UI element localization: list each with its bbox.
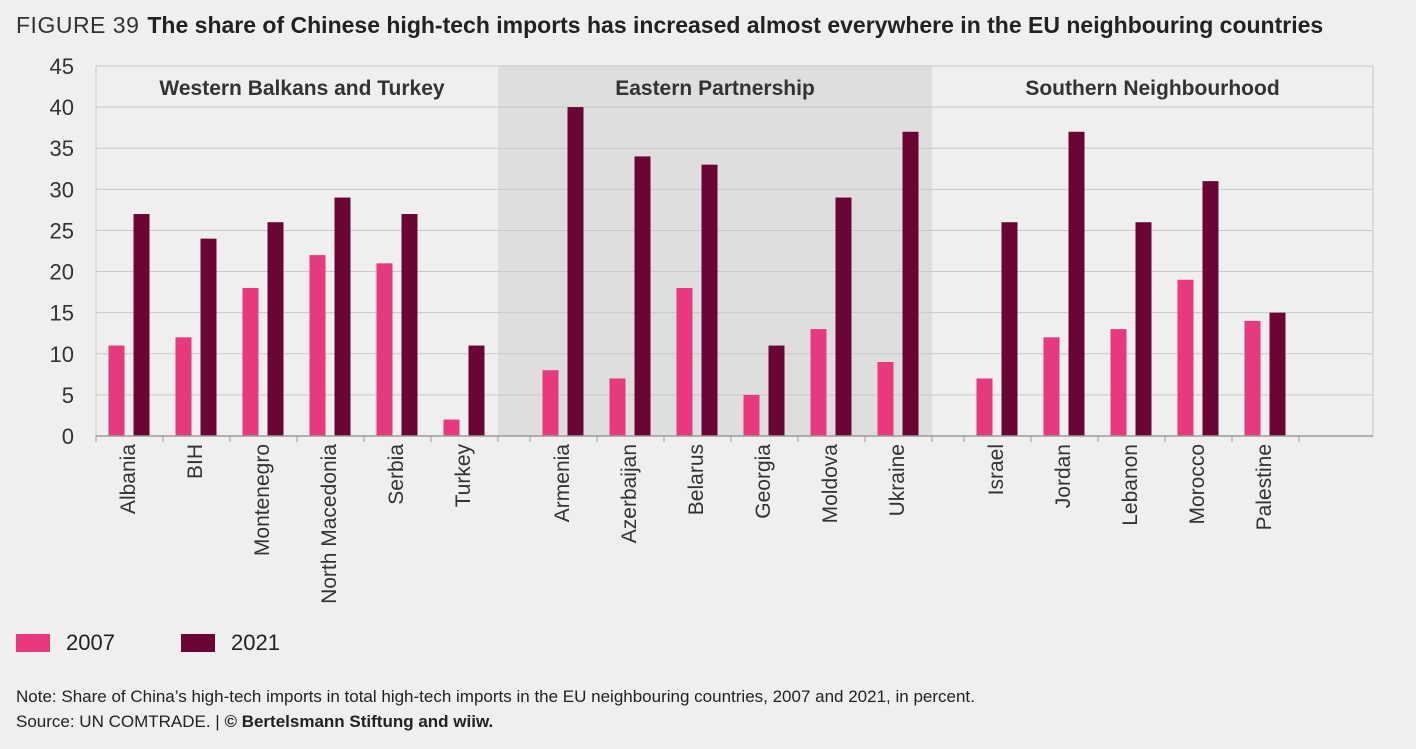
group-label: Eastern Partnership	[615, 77, 815, 100]
bar-2021-north-macedonia	[334, 197, 351, 436]
source-text: Source: UN COMTRADE. |	[16, 712, 225, 731]
bar-2007-belarus	[676, 288, 693, 436]
x-category-label: Lebanon	[1119, 444, 1142, 526]
bar-2021-azerbaijan	[634, 156, 651, 436]
source-line: Source: UN COMTRADE. | © Bertelsmann Sti…	[16, 709, 975, 734]
bar-2007-israel	[976, 378, 993, 436]
bar-2021-georgia	[768, 345, 785, 436]
bars	[108, 107, 1286, 436]
bar-2021-ukraine	[902, 131, 919, 436]
bar-2021-lebanon	[1135, 222, 1152, 436]
group-label: Western Balkans and Turkey	[159, 77, 444, 100]
chart-title: FIGURE 39 The share of Chinese high-tech …	[16, 12, 1406, 39]
legend-label-2007: 2007	[66, 630, 115, 655]
bar-2021-moldova	[835, 197, 852, 436]
bar-2021-turkey	[468, 345, 485, 436]
x-category-label: BIH	[184, 444, 207, 479]
y-tick-label: 35	[50, 136, 74, 161]
y-tick-label: 10	[50, 342, 74, 367]
gridlines	[96, 65, 1373, 437]
legend-label-2021: 2021	[231, 630, 280, 655]
y-tick-label: 40	[50, 95, 74, 120]
figure-label: FIGURE 39	[16, 12, 140, 38]
bar-2021-jordan	[1068, 131, 1085, 436]
bar-2021-serbia	[401, 214, 418, 436]
x-category-label: Montenegro	[251, 444, 274, 556]
group-label: Southern Neighbourhood	[1025, 77, 1279, 100]
bar-2007-jordan	[1043, 337, 1060, 436]
x-category-label: Armenia	[551, 444, 574, 523]
bar-2007-armenia	[542, 370, 559, 436]
y-tick-label: 25	[50, 218, 74, 243]
y-tick-label: 45	[50, 54, 74, 79]
x-category-label: Jordan	[1052, 444, 1075, 508]
bar-2007-georgia	[743, 394, 760, 436]
y-tick-label: 0	[62, 424, 74, 449]
bar-2007-moldova	[810, 329, 827, 436]
legend-swatch-2021	[181, 634, 215, 652]
x-category-label: Moldova	[819, 444, 842, 524]
x-category-label: North Macedonia	[318, 444, 341, 604]
bar-2007-bih	[175, 337, 192, 436]
bar-2021-montenegro	[267, 222, 284, 436]
y-tick-label: 30	[50, 177, 74, 202]
figure-title: The share of Chinese high-tech imports h…	[147, 12, 1324, 38]
bar-2021-bih	[200, 238, 217, 436]
copyright-text: © Bertelsmann Stiftung and wiiw.	[224, 712, 494, 731]
x-category-label: Azerbaijan	[618, 444, 641, 543]
x-category-label: Serbia	[385, 444, 408, 505]
bar-2007-north-macedonia	[309, 255, 326, 436]
legend-item-2021: 2021	[181, 630, 346, 656]
x-category-label: Morocco	[1186, 444, 1209, 525]
x-category-label: Georgia	[752, 444, 775, 519]
x-category-label: Palestine	[1253, 444, 1276, 530]
y-axis: 0 5 10 15 20 25 30 35 40 45	[50, 54, 1374, 449]
group-labels: Western Balkans and Turkey Eastern Partne…	[159, 77, 1279, 100]
legend: 2007 2021	[16, 630, 346, 656]
chart-notes: Note: Share of China’s high-tech imports…	[16, 684, 975, 734]
bar-2007-albania	[108, 345, 125, 436]
bar-2021-palestine	[1269, 312, 1286, 436]
bar-2007-serbia	[376, 263, 393, 436]
bar-2021-armenia	[567, 107, 584, 436]
y-tick-label: 15	[50, 301, 74, 326]
y-tick-label: 5	[62, 383, 74, 408]
note-text: Note: Share of China’s high-tech imports…	[16, 687, 975, 706]
bar-2021-morocco	[1202, 181, 1219, 436]
x-axis: Albania BIH Montenegro North Macedonia Serbi…	[95, 435, 1373, 604]
x-category-label: Albania	[117, 444, 140, 514]
bar-2021-albania	[133, 214, 150, 436]
x-category-label: Ukraine	[886, 444, 909, 516]
x-category-label: Belarus	[685, 444, 708, 515]
x-category-label: Israel	[985, 444, 1008, 495]
bar-2007-morocco	[1177, 279, 1194, 436]
y-tick-label: 20	[50, 260, 74, 285]
bar-2007-ukraine	[877, 362, 894, 436]
bar-2021-belarus	[701, 164, 718, 436]
legend-swatch-2007	[16, 634, 50, 652]
legend-item-2007: 2007	[16, 630, 181, 656]
bar-2021-israel	[1001, 222, 1018, 436]
bar-2007-montenegro	[242, 288, 259, 436]
bar-2007-turkey	[443, 419, 460, 436]
x-category-label: Turkey	[452, 444, 475, 508]
bar-2007-azerbaijan	[609, 378, 626, 436]
bar-2007-palestine	[1244, 320, 1261, 436]
bar-2007-lebanon	[1110, 329, 1127, 436]
